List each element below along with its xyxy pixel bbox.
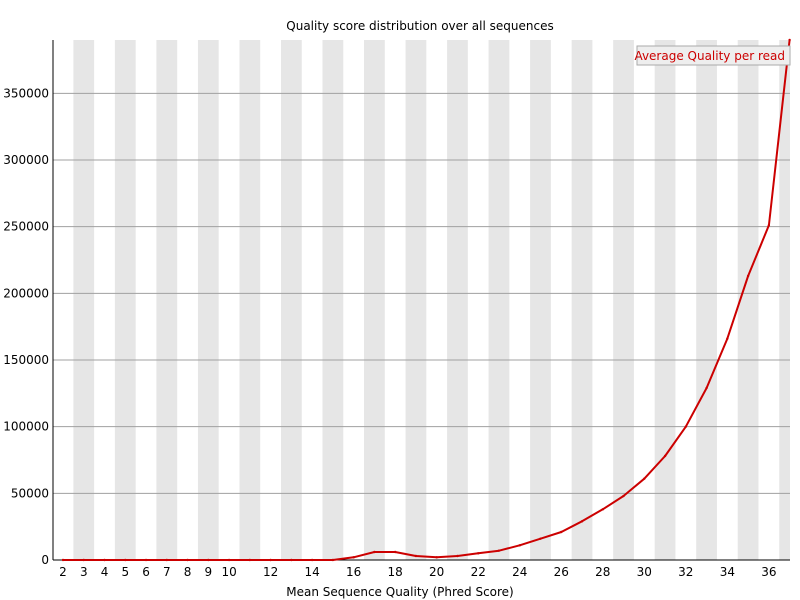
x-tick-label-34: 34 [720,565,735,579]
x-tick-label-7: 7 [163,565,171,579]
x-tick-label-9: 9 [205,565,213,579]
data-point-35 [746,274,750,278]
data-point-4 [103,558,106,562]
stripe-15 [322,40,344,560]
stripe-5 [114,40,136,560]
stripe-23 [488,40,510,560]
data-point-18 [393,550,397,554]
data-point-17 [373,550,376,554]
data-point-30 [643,477,646,480]
x-tick-label-4: 4 [101,565,109,579]
data-point-33 [705,386,708,390]
stripe-13 [280,40,302,560]
x-tick-label-16: 16 [346,565,361,579]
data-point-10 [227,558,231,562]
background-stripes [73,40,790,560]
data-point-34 [726,337,729,340]
x-tick-label-2: 2 [59,565,67,579]
x-tick-label-20: 20 [429,565,444,579]
stripe-33 [696,40,717,560]
x-tick-label-28: 28 [595,565,610,579]
stripe-37 [779,40,790,560]
y-tick-labels: 0 50000 100000 150000 200000 250000 300000 3500… [3,86,49,567]
data-point-21 [456,554,459,558]
x-tick-label-26: 26 [554,565,569,579]
data-point-16 [352,556,355,559]
data-point-37 [788,38,791,42]
stripe-17 [364,40,385,560]
data-point-32 [684,425,688,428]
data-point-3 [82,558,85,562]
x-tick-label-10: 10 [221,565,236,579]
data-point-15 [331,558,335,562]
data-point-12 [269,558,272,562]
x-axis-label: Mean Sequence Quality (Phred Score) [286,585,514,599]
gridlines [53,92,790,494]
chart-title: Quality score distribution over all sequ… [286,19,553,33]
data-point-28 [601,508,604,511]
x-tick-label-8: 8 [184,565,192,579]
y-tick-label-350000: 350000 [3,86,49,100]
data-point-22 [477,552,480,555]
data-point-31 [663,454,667,458]
data-point-19 [414,554,418,558]
stripe-9 [197,40,219,560]
series-line-0 [63,39,791,561]
data-point-7 [165,558,169,562]
data-point-14 [310,558,314,562]
y-tick-label-250000: 250000 [3,220,49,234]
data-point-20 [435,556,438,559]
stripe-35 [737,40,759,560]
y-tick-label-200000: 200000 [3,286,49,300]
x-tick-label-6: 6 [142,565,150,579]
data-point-23 [497,549,501,552]
x-tick-label-36: 36 [761,565,776,579]
stripe-21 [447,40,468,560]
data-point-9 [207,558,210,562]
stripe-11 [239,40,261,560]
data-point-11 [248,558,252,562]
data-point-29 [622,494,625,498]
stripe-25 [530,40,551,560]
y-tick-label-300000: 300000 [3,153,49,167]
series-layer [61,38,791,562]
data-point-8 [186,558,189,562]
stripe-29 [613,40,634,560]
x-tick-label-32: 32 [678,565,693,579]
x-tick-label-14: 14 [304,565,319,579]
data-point-26 [560,530,563,534]
data-point-5 [124,558,127,562]
y-tick-label-50000: 50000 [11,486,49,500]
stripe-3 [73,40,95,560]
data-point-25 [539,537,542,540]
legend-box [636,45,791,66]
x-tick-label-18: 18 [388,565,403,579]
data-point-24 [518,544,521,547]
x-tick-label-24: 24 [512,565,527,579]
x-tick-label-5: 5 [121,565,129,579]
legend-entry-average-quality: Average Quality per read [634,49,785,63]
x-tick-label-22: 22 [471,565,486,579]
data-point-6 [144,558,148,562]
y-tick-label-0: 0 [41,553,49,567]
y-tick-label-100000: 100000 [3,420,49,434]
y-tick-label-150000: 150000 [3,353,49,367]
data-point-27 [580,520,584,523]
data-point-36 [767,224,771,227]
stripe-7 [156,40,178,560]
x-tick-labels: 2 3 4 5 6 7 8 9 10 12 14 16 18 20 22 24 26 28 30 32 34 36 [59,565,776,579]
x-tick-label-3: 3 [80,565,88,579]
data-point-2 [61,558,65,562]
stripe-19 [405,40,427,560]
stripe-31 [654,40,676,560]
legend: Average Quality per read [634,45,791,66]
x-tick-label-12: 12 [263,565,278,579]
stripe-27 [571,40,593,560]
x-tick-label-30: 30 [637,565,652,579]
data-point-13 [290,558,293,562]
